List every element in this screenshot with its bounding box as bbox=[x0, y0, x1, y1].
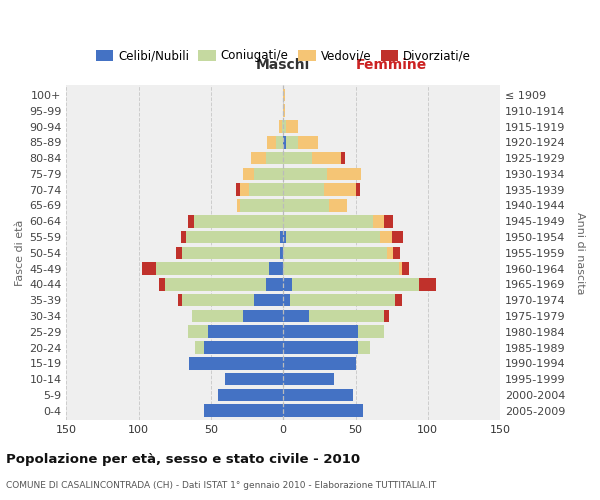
Bar bbox=[399, 262, 402, 275]
Bar bbox=[240, 199, 283, 212]
Bar bbox=[283, 215, 373, 228]
Text: Popolazione per età, sesso e stato civile - 2010: Popolazione per età, sesso e stato civil… bbox=[6, 452, 360, 466]
Bar bbox=[283, 388, 353, 401]
Bar bbox=[176, 246, 182, 259]
Bar bbox=[286, 136, 298, 148]
Bar bbox=[283, 120, 286, 133]
Bar bbox=[195, 341, 204, 354]
Bar bbox=[178, 294, 182, 306]
Bar bbox=[283, 168, 326, 180]
Bar bbox=[254, 168, 283, 180]
Bar bbox=[419, 278, 436, 290]
Bar bbox=[324, 184, 356, 196]
Bar bbox=[194, 215, 283, 228]
Bar bbox=[341, 152, 346, 164]
Bar bbox=[283, 357, 356, 370]
Bar bbox=[283, 199, 329, 212]
Bar bbox=[280, 246, 283, 259]
Bar bbox=[392, 230, 403, 243]
Bar bbox=[329, 199, 347, 212]
Bar bbox=[204, 341, 283, 354]
Bar bbox=[326, 168, 361, 180]
Bar bbox=[189, 357, 283, 370]
Bar bbox=[395, 294, 402, 306]
Bar bbox=[204, 404, 283, 417]
Bar bbox=[283, 373, 334, 386]
Bar bbox=[248, 184, 283, 196]
Bar bbox=[283, 310, 309, 322]
Bar bbox=[283, 341, 358, 354]
Bar bbox=[226, 373, 283, 386]
Bar bbox=[156, 262, 269, 275]
Bar bbox=[385, 215, 393, 228]
Y-axis label: Anni di nascita: Anni di nascita bbox=[575, 212, 585, 294]
Bar bbox=[159, 278, 165, 290]
Bar bbox=[356, 184, 360, 196]
Bar bbox=[373, 215, 385, 228]
Bar bbox=[283, 404, 363, 417]
Text: Femmine: Femmine bbox=[356, 58, 427, 72]
Bar bbox=[283, 262, 399, 275]
Bar bbox=[283, 230, 286, 243]
Bar bbox=[380, 230, 392, 243]
Bar bbox=[393, 246, 400, 259]
Bar bbox=[188, 326, 208, 338]
Y-axis label: Fasce di età: Fasce di età bbox=[15, 220, 25, 286]
Bar bbox=[268, 136, 276, 148]
Bar bbox=[266, 278, 283, 290]
Bar bbox=[240, 184, 248, 196]
Bar bbox=[237, 199, 240, 212]
Bar bbox=[283, 136, 286, 148]
Bar bbox=[142, 262, 156, 275]
Bar bbox=[192, 310, 243, 322]
Bar bbox=[283, 152, 312, 164]
Bar bbox=[243, 310, 283, 322]
Bar bbox=[251, 152, 266, 164]
Bar bbox=[276, 136, 283, 148]
Bar bbox=[388, 246, 393, 259]
Bar bbox=[298, 136, 318, 148]
Bar bbox=[279, 120, 282, 133]
Text: COMUNE DI CASALINCONTRADA (CH) - Dati ISTAT 1° gennaio 2010 - Elaborazione TUTTI: COMUNE DI CASALINCONTRADA (CH) - Dati IS… bbox=[6, 480, 436, 490]
Bar bbox=[208, 326, 283, 338]
Bar bbox=[358, 341, 370, 354]
Bar bbox=[283, 246, 388, 259]
Legend: Celibi/Nubili, Coniugati/e, Vedovi/e, Divorziati/e: Celibi/Nubili, Coniugati/e, Vedovi/e, Di… bbox=[91, 44, 476, 67]
Bar bbox=[266, 152, 283, 164]
Bar bbox=[254, 294, 283, 306]
Bar bbox=[187, 230, 280, 243]
Bar bbox=[283, 294, 290, 306]
Bar bbox=[280, 230, 283, 243]
Bar bbox=[385, 310, 389, 322]
Bar bbox=[283, 184, 324, 196]
Bar bbox=[358, 326, 385, 338]
Text: Maschi: Maschi bbox=[256, 58, 310, 72]
Bar bbox=[243, 168, 254, 180]
Bar bbox=[286, 120, 298, 133]
Bar bbox=[283, 104, 284, 117]
Bar bbox=[283, 278, 292, 290]
Bar bbox=[286, 230, 380, 243]
Bar bbox=[236, 184, 240, 196]
Bar bbox=[402, 262, 409, 275]
Bar bbox=[292, 278, 419, 290]
Bar bbox=[283, 326, 358, 338]
Bar bbox=[182, 246, 280, 259]
Bar bbox=[309, 310, 385, 322]
Bar bbox=[312, 152, 341, 164]
Bar bbox=[290, 294, 395, 306]
Bar bbox=[188, 215, 194, 228]
Bar bbox=[218, 388, 283, 401]
Bar bbox=[165, 278, 266, 290]
Bar bbox=[181, 230, 187, 243]
Bar bbox=[282, 120, 283, 133]
Bar bbox=[182, 294, 254, 306]
Bar bbox=[269, 262, 283, 275]
Bar bbox=[283, 88, 284, 102]
